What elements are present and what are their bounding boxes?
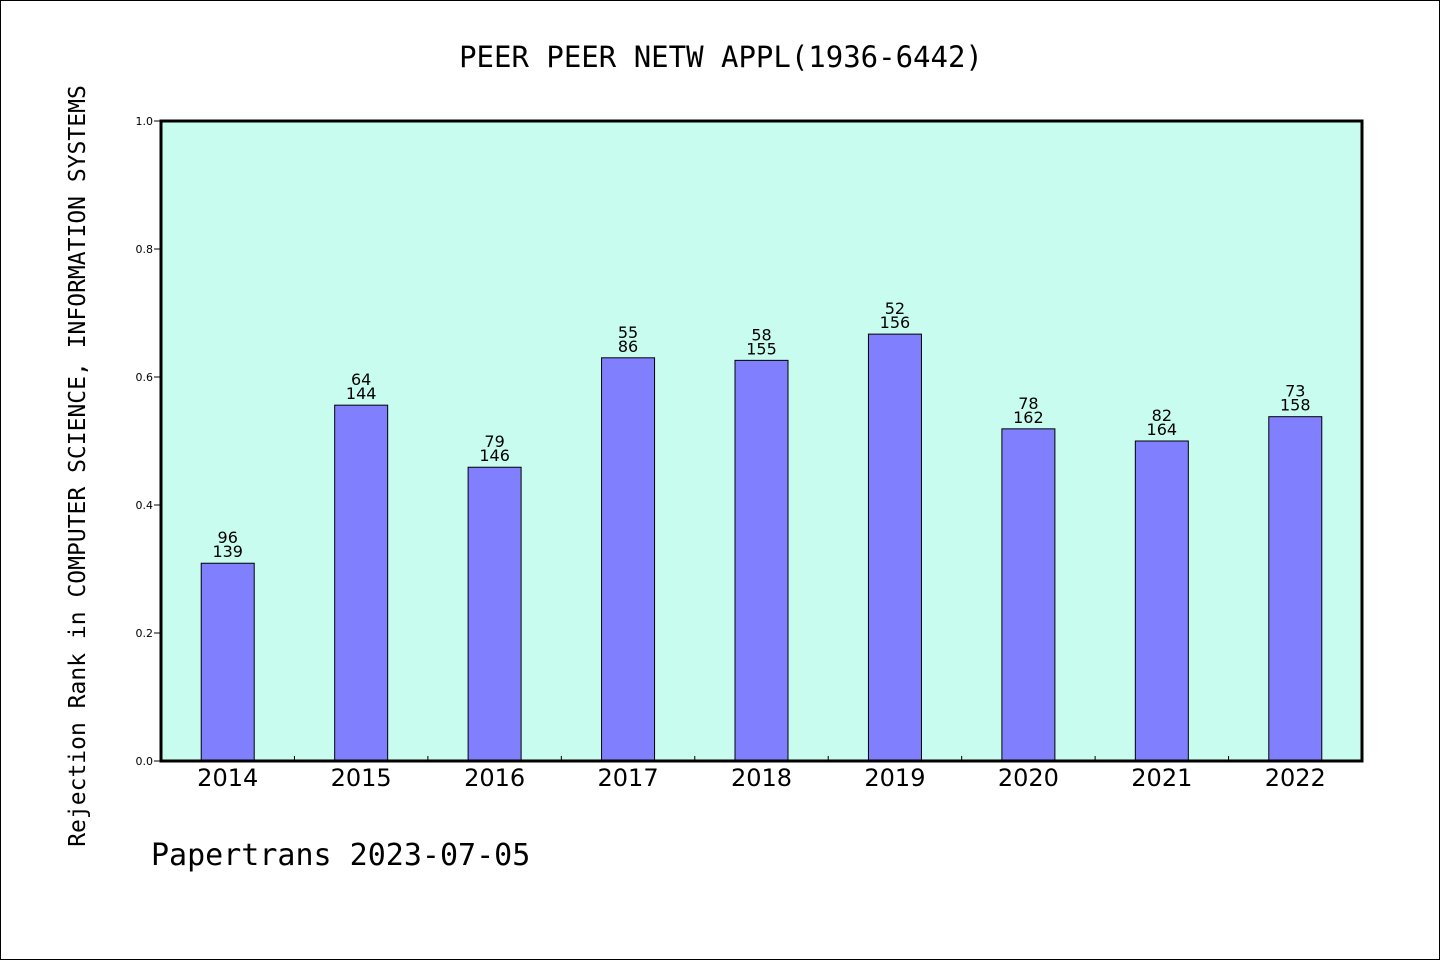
bar-label-bottom: 86 (618, 337, 638, 356)
bar-label-bottom: 164 (1147, 420, 1178, 439)
bar-label-top: 78 (1018, 394, 1038, 413)
bar-label-bottom: 144 (346, 384, 377, 403)
bar (334, 404, 389, 762)
bar-label-top: 82 (1152, 406, 1172, 425)
bar (1001, 428, 1056, 762)
x-tick-label: 2021 (1131, 764, 1192, 792)
bar-label-top: 55 (618, 323, 638, 342)
bar-label-bottom: 158 (1280, 396, 1311, 415)
x-tick-label: 2017 (598, 764, 659, 792)
bar-label-bottom: 146 (479, 446, 510, 465)
y-tick-label: 0.2 (136, 627, 154, 640)
plot-frame (159, 119, 1364, 763)
x-tick-label: 2015 (331, 764, 392, 792)
bar (867, 333, 922, 762)
x-tick-label: 2018 (731, 764, 792, 792)
y-tick-label: 0.6 (136, 371, 154, 384)
x-tick-label: 2016 (464, 764, 525, 792)
bar-label-top: 73 (1285, 382, 1305, 401)
x-tick-label: 2020 (998, 764, 1059, 792)
bar (734, 359, 789, 762)
x-tick-label: 2019 (864, 764, 925, 792)
bar-label-top: 96 (218, 528, 238, 547)
y-tick-label: 0.0 (136, 755, 154, 768)
bar-label-bottom: 156 (880, 313, 911, 332)
x-tick-label: 2014 (197, 764, 258, 792)
bar-label-top: 79 (484, 432, 504, 451)
y-axis-label: Rejection Rank in COMPUTER SCIENCE, INFO… (65, 85, 91, 847)
bar (200, 562, 255, 762)
y-tick-label: 1.0 (136, 115, 154, 128)
bar (1134, 440, 1189, 762)
bar-label-top: 58 (751, 325, 771, 344)
bar (601, 357, 656, 762)
bar-label-top: 52 (885, 299, 905, 318)
footer-text: Papertrans 2023-07-05 (151, 838, 530, 873)
bar (467, 466, 522, 762)
y-tick-label: 0.4 (136, 499, 154, 512)
bar-label-top: 64 (351, 370, 371, 389)
x-tick-label: 2022 (1265, 764, 1326, 792)
bar-label-bottom: 139 (212, 542, 243, 561)
chart-title: PEER PEER NETW APPL(1936-6442) (459, 40, 983, 74)
bar (1268, 416, 1323, 762)
ticks-layer: 0.0 0.2 0.4 0.6 0.8 1.0 2014 2015 2016 2017 2018 20… (136, 115, 1326, 792)
y-tick-label: 0.8 (136, 243, 154, 256)
bar-label-bottom: 162 (1013, 408, 1044, 427)
bar-label-bottom: 155 (746, 339, 777, 358)
